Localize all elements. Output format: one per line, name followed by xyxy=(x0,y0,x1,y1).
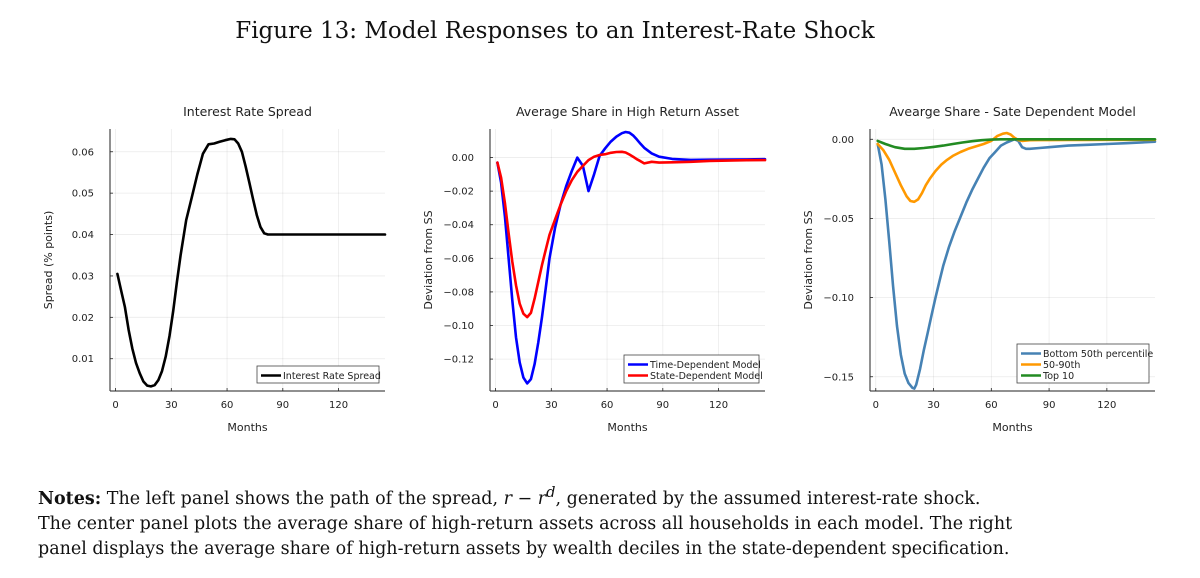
series-line-interest-rate-spread xyxy=(116,137,387,388)
x-tick-label: 30 xyxy=(545,400,558,411)
legend-box xyxy=(623,354,760,384)
chart-interest-rate-spread: Interest Rate Spread 0 30 60 90 120 0.01 0.02 0.… xyxy=(42,104,387,434)
x-tick-label: 0 xyxy=(112,400,118,411)
x-tick-label: 90 xyxy=(656,400,669,411)
y-axis-label: Deviation from SS xyxy=(802,210,815,309)
notes-line-2: The center panel plots the average share… xyxy=(38,513,1013,534)
panel-state-dependent-share: Avearge Share - Sate Dependent Model 0 30 6… xyxy=(790,95,1170,440)
y-tick-label: −0.06 xyxy=(443,254,474,265)
chart-state-dependent-share: Avearge Share - Sate Dependent Model 0 30 6… xyxy=(802,104,1157,434)
legend-label: Time-Dependent Model xyxy=(649,360,761,371)
figure-title: Figure 13: Model Responses to an Interes… xyxy=(235,18,875,44)
y-axis-label: Spread (% points) xyxy=(42,211,55,310)
y-tick-label: 0.02 xyxy=(72,313,94,324)
x-tick-label: 60 xyxy=(221,400,234,411)
y-tick-label: −0.04 xyxy=(443,220,474,231)
y-tick-label: −0.10 xyxy=(443,321,474,332)
x-tick-label: 60 xyxy=(601,400,614,411)
y-tick-label: 0.04 xyxy=(72,230,94,241)
notes-line-1: Notes: The left panel shows the path of … xyxy=(38,480,1178,512)
chart-title: Avearge Share - Sate Dependent Model xyxy=(889,104,1136,119)
y-tick-label: −0.12 xyxy=(443,355,474,366)
formula-minus: − xyxy=(511,488,538,509)
y-tick-label: 0.06 xyxy=(72,147,94,158)
x-tick-label: 0 xyxy=(492,400,498,411)
figure-notes: Notes: The left panel shows the path of … xyxy=(38,480,1178,562)
panel-average-share: Average Share in High Return Asset 0 30 60 9… xyxy=(410,95,790,440)
legend: Interest Rate Spread xyxy=(256,365,381,384)
y-tick-label: −0.02 xyxy=(443,187,474,198)
y-axis-label: Deviation from SS xyxy=(422,210,435,309)
formula-r-d: r xyxy=(537,488,547,509)
formula-sup-d: d xyxy=(546,484,556,501)
y-tick-label: −0.08 xyxy=(443,287,474,298)
x-tick-label: 60 xyxy=(985,400,998,411)
legend-label: 50-90th xyxy=(1043,360,1080,371)
chart-average-share: Average Share in High Return Asset 0 30 60 9… xyxy=(422,104,767,434)
chart-title: Average Share in High Return Asset xyxy=(516,104,739,119)
notes-line-1-post: , generated by the assumed interest-rate… xyxy=(555,488,981,509)
x-tick-label: 0 xyxy=(873,400,879,411)
x-tick-label: 30 xyxy=(165,400,178,411)
x-axis-label: Months xyxy=(992,421,1032,434)
x-axis-label: Months xyxy=(227,421,267,434)
notes-label: Notes: xyxy=(38,488,102,509)
notes-line-3: panel displays the average share of high… xyxy=(38,538,1010,559)
notes-line-1-pre: The left panel shows the path of the spr… xyxy=(106,488,499,509)
x-tick-label: 90 xyxy=(1043,400,1056,411)
x-axis-label: Months xyxy=(607,421,647,434)
y-tick-label: 0.05 xyxy=(72,189,94,200)
chart-title: Interest Rate Spread xyxy=(183,104,312,119)
x-tick-label: 120 xyxy=(709,400,728,411)
legend-label: State-Dependent Model xyxy=(650,371,763,382)
y-tick-label: −0.15 xyxy=(823,372,854,383)
series-line-top-10 xyxy=(876,137,1157,151)
y-tick-label: 0.00 xyxy=(452,153,474,164)
series-line-time-dependent-model xyxy=(496,130,767,385)
legend-label: Bottom 50th percentile xyxy=(1043,349,1153,360)
legend-label: Top 10 xyxy=(1042,371,1074,382)
y-tick-label: 0.01 xyxy=(72,354,94,365)
panel-interest-rate-spread: Interest Rate Spread 0 30 60 90 120 0.01 0.02 0.… xyxy=(30,95,410,440)
x-tick-label: 90 xyxy=(276,400,289,411)
legend-box xyxy=(256,365,380,384)
legend-label: Interest Rate Spread xyxy=(283,371,381,382)
x-tick-label: 120 xyxy=(329,400,348,411)
series-line-state-dependent-model xyxy=(496,150,767,319)
formula-r: r xyxy=(503,488,512,509)
x-tick-label: 30 xyxy=(927,400,940,411)
y-tick-label: 0.00 xyxy=(832,135,854,146)
y-tick-label: 0.03 xyxy=(72,271,94,282)
series-line-bottom-50th-percentile xyxy=(876,137,1157,390)
x-tick-label: 120 xyxy=(1097,400,1116,411)
y-tick-label: −0.05 xyxy=(823,214,854,225)
y-tick-label: −0.10 xyxy=(823,293,854,304)
